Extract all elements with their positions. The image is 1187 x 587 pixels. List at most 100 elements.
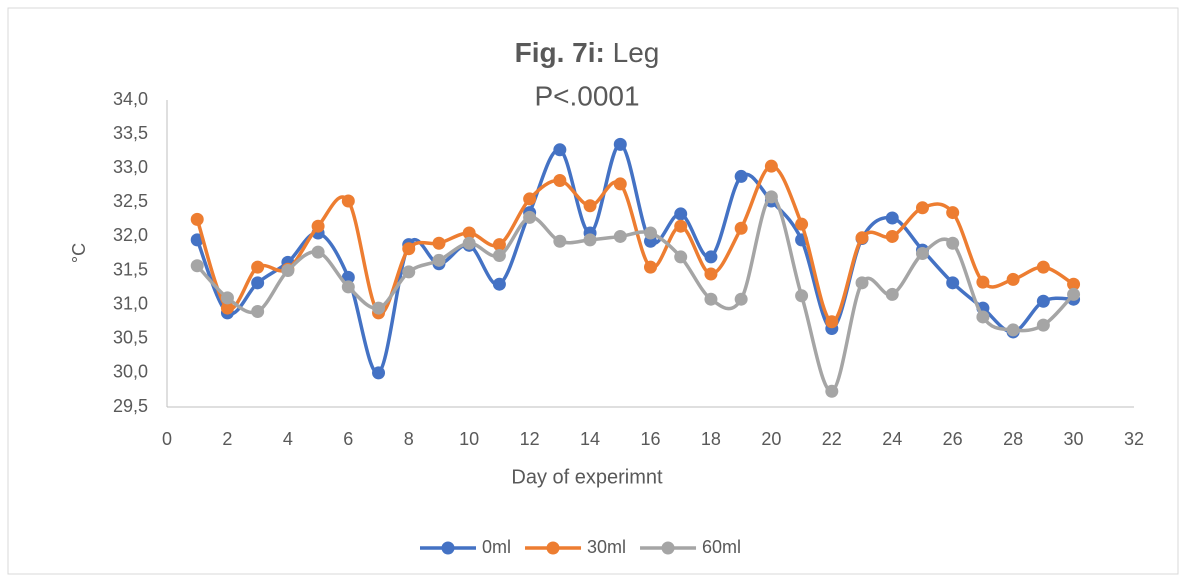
legend-label: 30ml xyxy=(587,537,626,557)
y-tick-label: 29,5 xyxy=(113,396,148,416)
data-point xyxy=(372,301,386,315)
data-point xyxy=(251,260,265,274)
data-point xyxy=(492,249,506,263)
data-point xyxy=(492,238,506,252)
data-point xyxy=(492,277,506,291)
y-tick-label: 31,0 xyxy=(113,293,148,313)
data-point xyxy=(1067,277,1081,291)
data-point xyxy=(976,310,990,324)
y-tick-label: 30,0 xyxy=(113,362,148,382)
data-point xyxy=(462,236,476,250)
data-point xyxy=(674,250,688,264)
data-point xyxy=(613,229,627,243)
data-point xyxy=(855,276,869,290)
data-point xyxy=(613,137,627,151)
data-point xyxy=(795,217,809,231)
data-point xyxy=(1036,260,1050,274)
data-point xyxy=(674,207,688,221)
data-point xyxy=(583,233,597,247)
x-tick-label: 14 xyxy=(580,429,600,449)
x-tick-label: 6 xyxy=(343,429,353,449)
data-point xyxy=(644,226,657,240)
chart-border xyxy=(7,7,1179,575)
data-point xyxy=(553,234,567,248)
data-point xyxy=(1006,323,1020,337)
x-tick-label: 16 xyxy=(640,429,660,449)
y-tick-label: 33,0 xyxy=(113,157,148,177)
data-point xyxy=(462,226,476,240)
data-point xyxy=(885,229,899,243)
x-tick-label: 22 xyxy=(822,429,842,449)
data-point xyxy=(734,169,748,183)
data-point xyxy=(341,194,355,208)
data-point xyxy=(825,315,839,329)
y-axis-label: °C xyxy=(69,243,89,263)
data-point xyxy=(523,210,537,224)
data-point xyxy=(220,301,234,315)
data-point xyxy=(976,275,990,289)
data-point xyxy=(311,245,325,259)
y-tick-label: 31,5 xyxy=(113,259,148,279)
legend-label: 0ml xyxy=(482,537,511,557)
data-point xyxy=(311,219,325,233)
data-point xyxy=(341,280,355,294)
data-point xyxy=(946,276,960,290)
y-tick-label: 34,0 xyxy=(113,89,148,109)
y-tick-label: 30,5 xyxy=(113,328,148,348)
title-text: Leg xyxy=(613,37,660,68)
x-tick-label: 28 xyxy=(1003,429,1023,449)
data-point xyxy=(251,276,265,290)
legend: 0ml 30ml 60ml xyxy=(420,537,741,557)
data-point xyxy=(704,267,718,281)
x-tick-label: 8 xyxy=(404,429,414,449)
data-point xyxy=(764,190,778,204)
data-point xyxy=(704,250,718,264)
data-point xyxy=(1067,287,1081,301)
data-point xyxy=(946,206,960,220)
x-tick-label: 2 xyxy=(222,429,232,449)
legend-swatch-marker xyxy=(546,541,560,555)
data-point xyxy=(190,212,204,226)
data-point xyxy=(1036,294,1050,308)
data-point xyxy=(372,366,386,380)
x-tick-label: 20 xyxy=(761,429,781,449)
data-point xyxy=(220,291,234,305)
data-point xyxy=(432,236,446,250)
data-point xyxy=(915,247,929,260)
data-point xyxy=(341,270,355,284)
x-tick-label: 4 xyxy=(283,429,293,449)
data-point xyxy=(402,265,416,279)
x-tick-label: 32 xyxy=(1124,429,1144,449)
data-point xyxy=(674,219,688,233)
data-point xyxy=(1006,272,1020,286)
y-tick-label: 33,5 xyxy=(113,123,148,143)
legend-label: 60ml xyxy=(702,537,741,557)
data-point xyxy=(734,292,748,306)
x-tick-label: 12 xyxy=(520,429,540,449)
data-point xyxy=(734,221,748,235)
legend-swatch-marker xyxy=(441,541,455,555)
data-point xyxy=(523,192,537,206)
x-tick-label: 26 xyxy=(943,429,963,449)
data-point xyxy=(190,259,204,273)
data-point xyxy=(402,242,416,256)
data-point xyxy=(553,143,567,157)
data-point xyxy=(885,287,899,301)
data-point xyxy=(855,231,869,245)
data-point xyxy=(825,384,839,398)
data-point xyxy=(432,253,446,267)
data-point xyxy=(885,211,899,225)
data-point xyxy=(915,201,929,215)
data-point xyxy=(704,292,718,306)
data-point xyxy=(644,260,657,274)
data-point xyxy=(795,289,809,303)
chart-subtitle: P<.0001 xyxy=(534,80,639,111)
x-tick-label: 18 xyxy=(701,429,721,449)
y-tick-label: 32,5 xyxy=(113,191,148,211)
data-point xyxy=(251,304,265,318)
x-tick-label: 0 xyxy=(162,429,172,449)
legend-swatch-marker xyxy=(661,541,675,555)
data-point xyxy=(553,174,567,188)
chart-title: Fig. 7i: Leg xyxy=(515,37,660,68)
